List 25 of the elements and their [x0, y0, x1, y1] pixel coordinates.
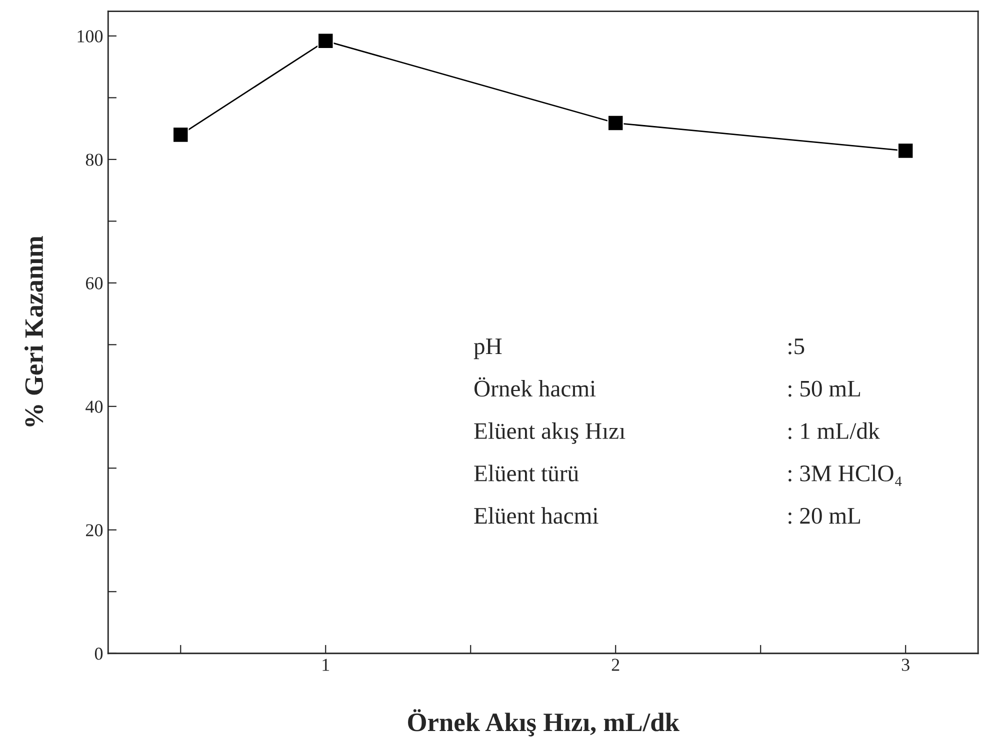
annotation: :5: [788, 338, 804, 354]
y-axis-title: % Geri Kazanım: [24, 236, 44, 426]
x-tick-label: 1: [322, 658, 330, 671]
x-tick-label: 2: [612, 658, 620, 671]
y-tick-label: 20: [86, 524, 103, 536]
annotation: Örnek hacmi: [474, 377, 596, 397]
annotation: Elüent akış Hızı: [474, 422, 626, 444]
annotation: Elüent hacmi: [474, 507, 598, 524]
annotation: pH: [474, 338, 502, 360]
x-axis-title: Örnek Akış Hızı, mL/dk: [408, 709, 680, 736]
y-tick-label: 40: [86, 400, 103, 413]
x-tick-label: 3: [902, 658, 910, 671]
annotation: : 1 mL/dk: [788, 422, 880, 440]
point: [607, 114, 624, 132]
annotation: : 20 mL: [788, 508, 860, 524]
y-tick-label: 80: [86, 154, 103, 166]
point: [172, 126, 189, 143]
annotation: Elüent türü: [474, 464, 579, 482]
y-tick-label: 100: [78, 30, 103, 42]
y-tick-label: 0: [94, 648, 103, 660]
y-tick-label: 60: [86, 277, 103, 290]
annotation: : 50 mL: [788, 380, 860, 397]
annotation: : 3M HClO₄: [788, 464, 902, 486]
point: [897, 142, 914, 159]
point: [317, 32, 334, 50]
